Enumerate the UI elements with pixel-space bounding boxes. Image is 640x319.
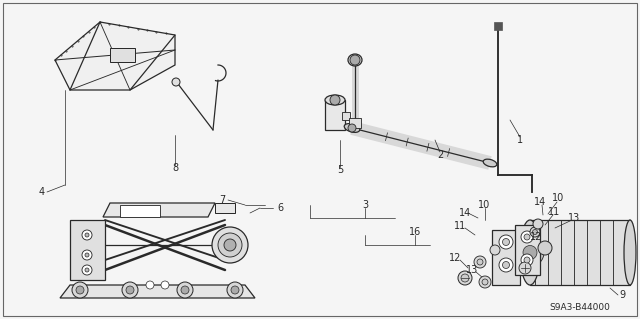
Bar	[515, 225, 540, 275]
Circle shape	[172, 78, 180, 86]
Polygon shape	[70, 220, 105, 280]
Text: 12: 12	[530, 232, 542, 242]
Text: 7: 7	[219, 195, 225, 205]
Circle shape	[533, 219, 543, 229]
Circle shape	[85, 233, 89, 237]
Circle shape	[461, 274, 469, 282]
Bar	[530, 220, 630, 285]
Circle shape	[82, 265, 92, 275]
Text: S9A3-B44000: S9A3-B44000	[550, 303, 611, 313]
Circle shape	[499, 258, 513, 272]
Circle shape	[224, 239, 236, 251]
Text: 8: 8	[172, 163, 178, 173]
Circle shape	[458, 271, 472, 285]
Circle shape	[218, 233, 242, 257]
Text: 13: 13	[568, 213, 580, 223]
Polygon shape	[55, 22, 175, 90]
Circle shape	[330, 95, 340, 105]
Ellipse shape	[348, 54, 362, 66]
Circle shape	[85, 253, 89, 257]
Circle shape	[181, 286, 189, 294]
Circle shape	[479, 276, 491, 288]
Circle shape	[499, 235, 513, 249]
Circle shape	[524, 257, 530, 263]
Circle shape	[350, 55, 360, 65]
Ellipse shape	[624, 220, 636, 285]
Ellipse shape	[344, 123, 360, 132]
Circle shape	[227, 282, 243, 298]
Circle shape	[519, 262, 531, 274]
Circle shape	[85, 268, 89, 272]
Circle shape	[516, 239, 544, 266]
Text: 11: 11	[548, 207, 560, 217]
Text: 12: 12	[449, 253, 461, 263]
Text: 10: 10	[478, 200, 490, 210]
Text: 9: 9	[619, 290, 625, 300]
Text: 1: 1	[517, 135, 523, 145]
Text: 6: 6	[277, 203, 283, 213]
Bar	[349, 118, 361, 128]
Polygon shape	[60, 285, 255, 298]
Text: 4: 4	[39, 187, 45, 197]
Circle shape	[477, 259, 483, 265]
Text: 2: 2	[437, 150, 443, 160]
Circle shape	[161, 281, 169, 289]
Bar	[325, 100, 345, 130]
Circle shape	[524, 234, 530, 240]
Circle shape	[126, 286, 134, 294]
Circle shape	[177, 282, 193, 298]
Polygon shape	[103, 203, 215, 217]
Circle shape	[523, 246, 537, 259]
Circle shape	[474, 256, 486, 268]
Bar	[120, 205, 160, 217]
Ellipse shape	[325, 95, 345, 105]
Text: 3: 3	[362, 200, 368, 210]
Circle shape	[231, 286, 239, 294]
Circle shape	[82, 230, 92, 240]
Circle shape	[490, 245, 500, 255]
Circle shape	[521, 254, 533, 266]
Text: 14: 14	[459, 208, 471, 218]
Bar	[110, 48, 135, 62]
Text: 13: 13	[466, 265, 478, 275]
Bar	[494, 22, 502, 30]
Circle shape	[122, 282, 138, 298]
Circle shape	[532, 229, 538, 234]
Ellipse shape	[520, 220, 540, 285]
Circle shape	[76, 286, 84, 294]
Text: 11: 11	[454, 221, 466, 231]
Text: 5: 5	[337, 165, 343, 175]
Bar	[342, 112, 350, 120]
Text: 16: 16	[409, 227, 421, 237]
Circle shape	[72, 282, 88, 298]
Circle shape	[521, 231, 533, 243]
Bar	[492, 230, 520, 285]
Circle shape	[538, 241, 552, 255]
Circle shape	[482, 279, 488, 285]
Text: 10: 10	[552, 193, 564, 203]
Bar	[215, 203, 235, 213]
Text: 14: 14	[534, 197, 546, 207]
Circle shape	[530, 227, 540, 237]
Circle shape	[502, 262, 509, 269]
Circle shape	[146, 281, 154, 289]
Circle shape	[348, 124, 356, 132]
Circle shape	[502, 239, 509, 246]
Circle shape	[82, 250, 92, 260]
Ellipse shape	[483, 159, 497, 167]
Circle shape	[212, 227, 248, 263]
